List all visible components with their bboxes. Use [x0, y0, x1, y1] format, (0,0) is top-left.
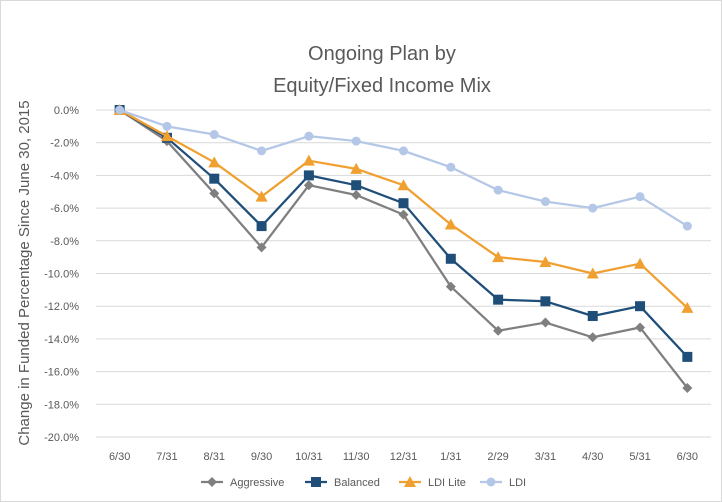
data-point — [588, 203, 598, 213]
legend-marker — [404, 476, 416, 487]
data-point — [634, 257, 647, 269]
data-point — [444, 218, 457, 230]
data-point — [682, 382, 693, 393]
data-point — [255, 190, 268, 202]
x-tick-label: 6/30 — [677, 451, 698, 463]
data-point — [303, 170, 314, 181]
y-tick-label: -2.0% — [50, 138, 79, 150]
x-tick-label: 10/31 — [295, 451, 323, 463]
series-ldi-lite — [113, 104, 694, 313]
data-point — [351, 180, 362, 191]
series-line — [119, 108, 688, 228]
data-point — [399, 146, 408, 156]
legend-label: LDI Lite — [428, 477, 466, 489]
data-point — [209, 130, 219, 140]
data-point — [635, 322, 646, 333]
y-tick-label: -8.0% — [50, 236, 79, 248]
data-point — [208, 156, 221, 168]
series-line — [119, 109, 689, 309]
legend-marker — [207, 477, 217, 487]
data-point — [303, 180, 314, 191]
data-point — [256, 221, 267, 232]
legend-label: Aggressive — [230, 477, 284, 489]
data-point — [493, 185, 503, 195]
legend: Aggressive Balanced LDI Lite LDI — [201, 476, 526, 489]
x-tick-label: 9/30 — [251, 451, 272, 463]
y-tick-label: -16.0% — [44, 367, 79, 379]
y-tick-label: -6.0% — [50, 203, 79, 215]
data-point — [586, 267, 599, 279]
legend-item-ldi-lite: LDI Lite — [399, 476, 466, 489]
legend-label: Balanced — [334, 477, 380, 489]
x-tick-label: 5/31 — [629, 451, 650, 463]
y-tick-label: 0.0% — [54, 105, 79, 117]
data-point — [398, 209, 409, 220]
series-ldi — [115, 105, 692, 231]
data-point — [540, 317, 551, 328]
data-point — [445, 281, 456, 292]
data-point — [351, 190, 362, 201]
y-tick-label: -12.0% — [44, 301, 79, 313]
data-point — [492, 251, 505, 263]
data-point — [493, 325, 504, 336]
x-tick-label: 8/31 — [204, 451, 225, 463]
data-point — [587, 332, 598, 343]
legend-label: LDI — [509, 477, 526, 489]
data-point — [257, 146, 267, 156]
y-tick-labels: 0.0% -2.0% -4.0% -6.0% -8.0% -10.0% -12.0% -14.… — [44, 105, 79, 444]
x-tick-label: 3/31 — [535, 451, 556, 463]
series-balanced — [114, 105, 693, 362]
legend-marker — [486, 477, 496, 487]
data-point — [587, 311, 598, 322]
x-tick-label: 1/31 — [440, 451, 461, 463]
x-tick-label: 4/30 — [582, 451, 603, 463]
x-tick-label: 7/31 — [156, 451, 177, 463]
x-tick-label: 11/30 — [343, 451, 370, 463]
data-point — [350, 162, 363, 174]
data-point — [397, 179, 410, 191]
y-tick-label: -14.0% — [44, 334, 79, 346]
series-layer — [113, 104, 694, 393]
data-point — [160, 130, 173, 142]
data-point — [115, 105, 125, 115]
data-point — [398, 198, 409, 209]
legend-item-ldi: LDI — [480, 477, 526, 489]
data-point — [445, 253, 456, 264]
data-point — [302, 154, 315, 166]
data-point — [635, 192, 645, 202]
y-tick-label: -20.0% — [44, 432, 79, 444]
data-point — [681, 301, 694, 313]
data-point — [493, 294, 504, 305]
x-tick-label: 12/31 — [390, 451, 418, 463]
data-point — [209, 173, 220, 184]
data-point — [351, 136, 361, 146]
chart-title-line2: Equity/Fixed Income Mix — [273, 75, 491, 97]
data-point — [682, 351, 693, 362]
y-tick-label: -4.0% — [50, 170, 79, 182]
grid-layer — [96, 109, 711, 438]
data-point — [635, 301, 646, 312]
y-tick-label: -10.0% — [44, 269, 79, 281]
chart-title-line1: Ongoing Plan by — [308, 43, 456, 65]
data-point — [539, 256, 552, 268]
data-point — [446, 162, 456, 172]
x-tick-labels: 6/30 7/31 8/31 9/30 10/31 11/30 12/31 1/31 2/29 3… — [109, 451, 698, 463]
legend-item-balanced: Balanced — [305, 477, 380, 489]
data-point — [540, 197, 550, 207]
y-tick-label: -18.0% — [44, 399, 79, 411]
y-axis-title: Change in Funded Percentage Since June 3… — [16, 100, 33, 445]
x-tick-label: 6/30 — [109, 451, 130, 463]
data-point — [540, 296, 551, 307]
x-tick-label: 2/29 — [487, 451, 508, 463]
legend-item-aggressive: Aggressive — [201, 477, 284, 489]
data-point — [162, 121, 172, 131]
data-point — [256, 242, 267, 253]
data-point — [682, 221, 692, 231]
data-point — [304, 131, 314, 141]
data-point — [209, 188, 220, 199]
legend-marker — [311, 477, 321, 487]
